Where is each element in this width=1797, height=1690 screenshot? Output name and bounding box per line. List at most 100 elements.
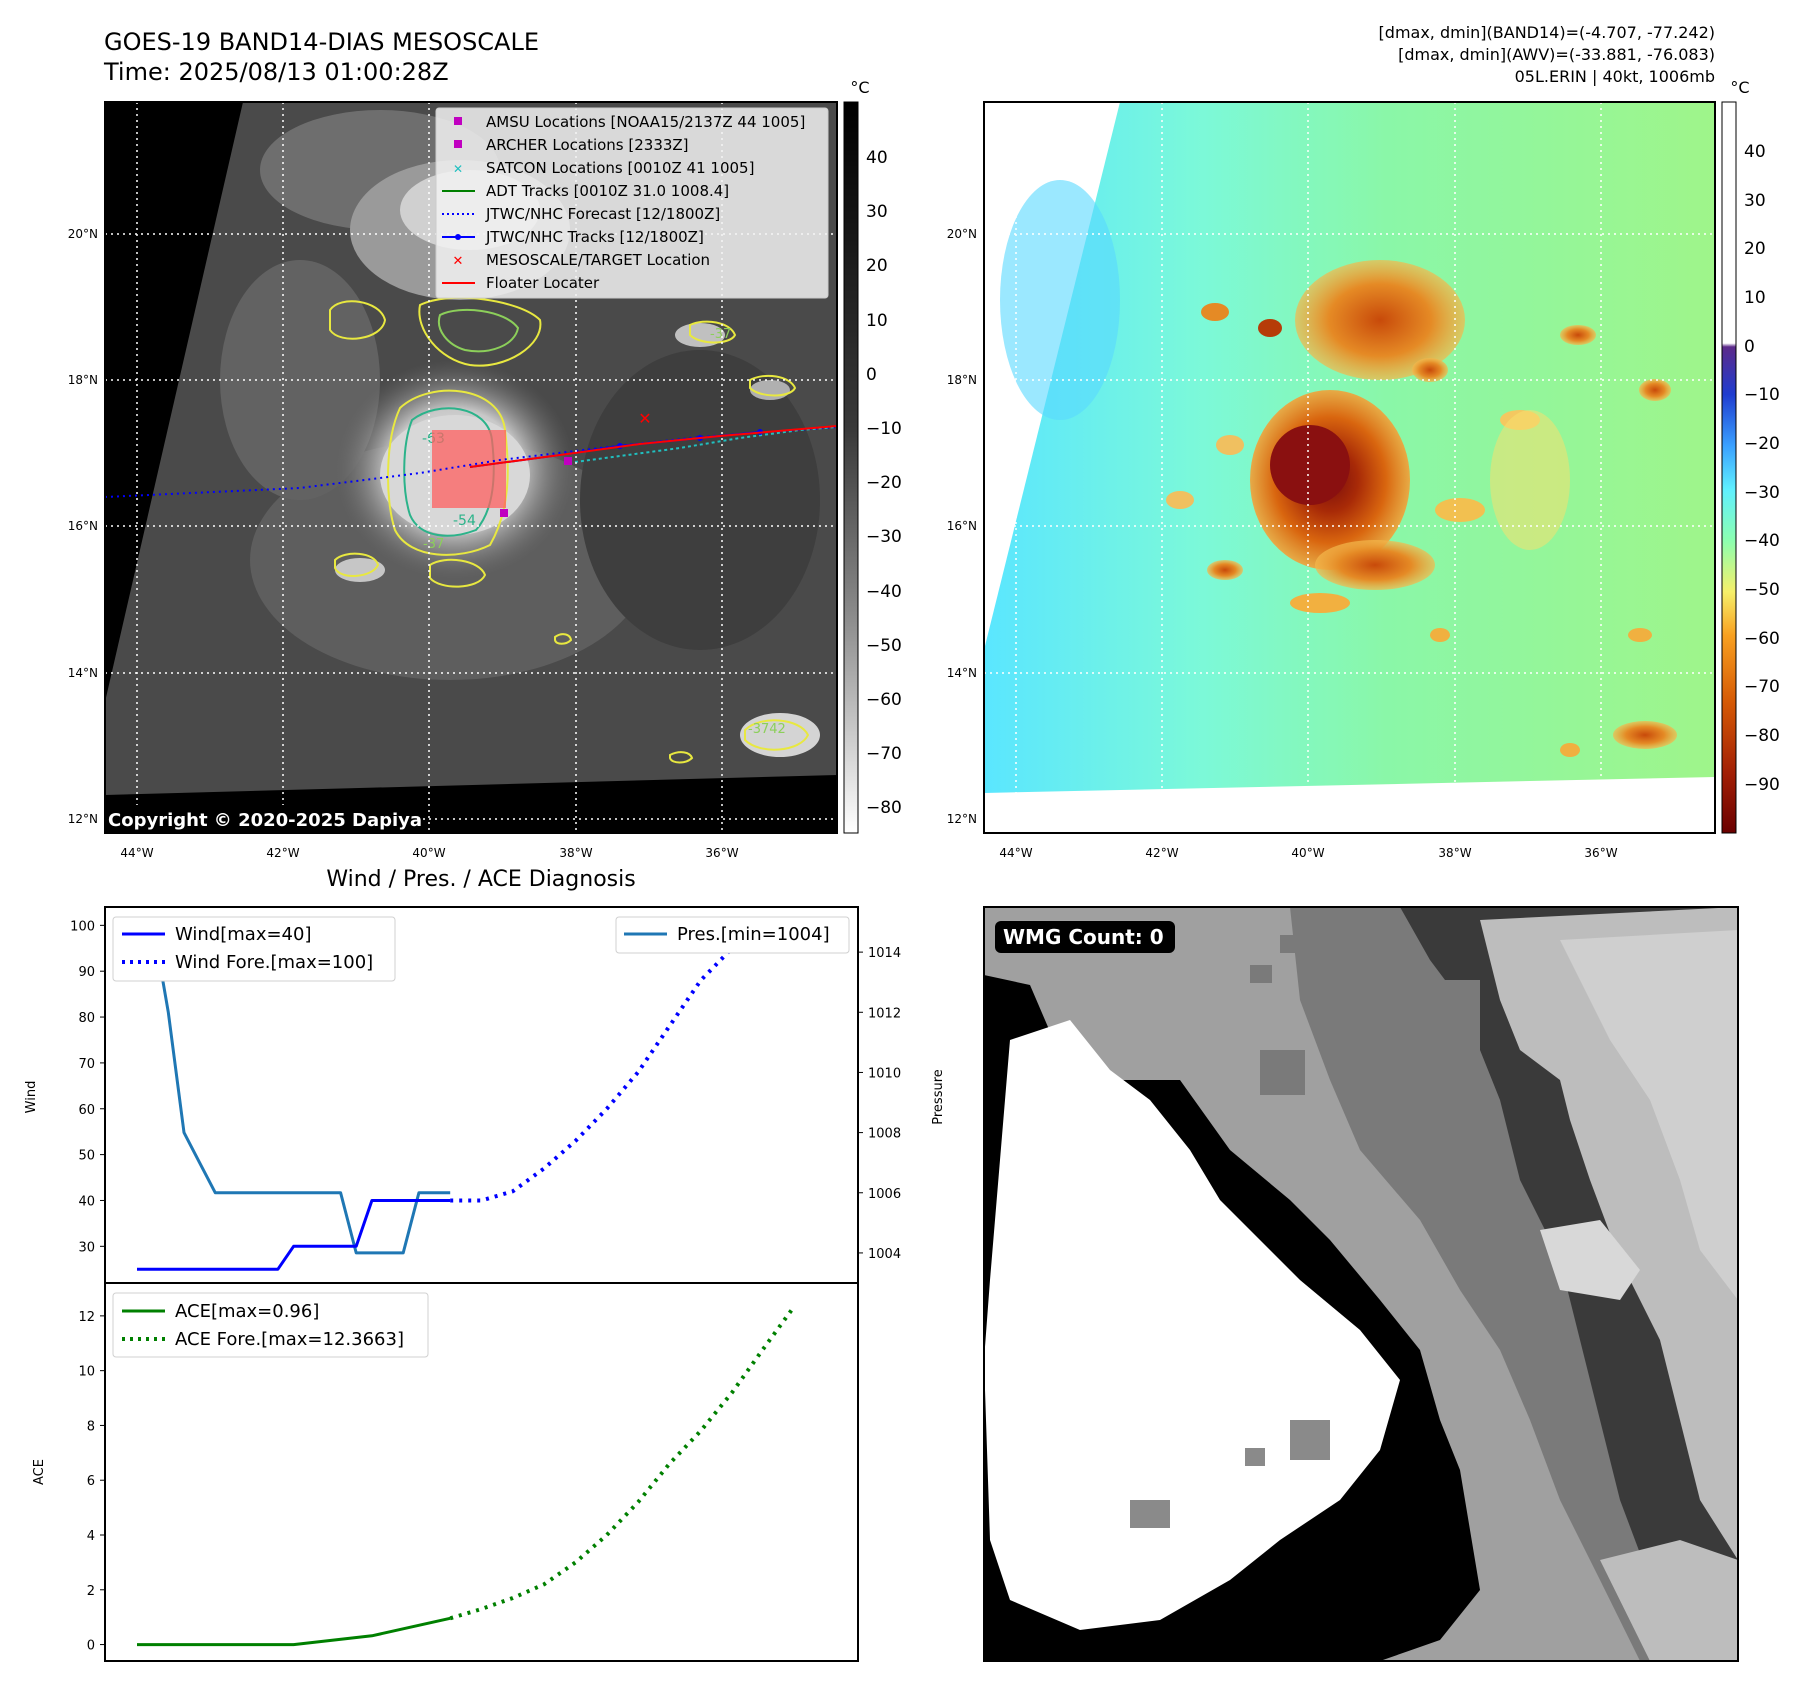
ace-legend: ACE[max=0.96] ACE Fore.[max=12.3663]: [112, 1292, 429, 1358]
lat-axis: 20°N 18°N 16°N 14°N 12°N: [947, 227, 977, 826]
svg-text:−40: −40: [1744, 531, 1780, 551]
square-marker-icon: [454, 117, 462, 125]
svg-text:16°N: 16°N: [68, 519, 98, 533]
svg-text:40: 40: [1744, 142, 1766, 162]
wmg-panel: WMG Count: 0: [983, 906, 1739, 1662]
svg-text:−90: −90: [1744, 775, 1780, 795]
archer-marker: [500, 509, 508, 517]
white-region: [984, 1020, 1400, 1630]
wind-axis-label: Wind: [24, 1081, 39, 1114]
svg-text:−60: −60: [866, 690, 902, 710]
contour-label: -54: [453, 513, 476, 529]
y-tick-label: 1004: [868, 1247, 901, 1262]
wmg-count: WMG Count: 0: [1003, 925, 1164, 949]
svg-text:14°N: 14°N: [947, 666, 977, 680]
y-tick-label: 60: [78, 1103, 95, 1118]
svg-text:10: 10: [1744, 288, 1766, 308]
svg-text:−30: −30: [1744, 483, 1780, 503]
colorbar-ticks: 40 30 20 10 0 −10 −20 −30 −40 −50 −60 −7…: [1744, 142, 1780, 795]
pressure-axis-label: Pressure: [931, 1069, 946, 1125]
pres-legend: Pres.[min=1004]: [615, 916, 850, 954]
ir-colorbar: °C 40 30 20 10 0 −10 −20 −30 −40 −50 −60…: [843, 78, 902, 834]
legend-label: ADT Tracks [0010Z 31.0 1008.4]: [486, 182, 729, 200]
legend-label: JTWC/NHC Tracks [12/1800Z]: [485, 228, 704, 246]
svg-text:Wind Fore.[max=100]: Wind Fore.[max=100]: [175, 952, 373, 973]
y-tick-label: 100: [70, 919, 95, 934]
svg-text:−40: −40: [866, 582, 902, 602]
pressure-line: [137, 920, 451, 1255]
ace-chart: 0 2 4 6 8 10 12 ACE ACE[max=0.96] ACE Fore.[ma…: [32, 1282, 859, 1662]
svg-text:−60: −60: [1744, 629, 1780, 649]
svg-text:44°W: 44°W: [999, 846, 1032, 860]
svg-text:36°W: 36°W: [705, 846, 738, 860]
time-label: Time: 2025/08/13 01:00:28Z: [103, 58, 449, 86]
svg-text:12°N: 12°N: [68, 812, 98, 826]
y-tick-label: 1014: [868, 946, 901, 961]
contour-label: -3742: [748, 722, 786, 737]
amsu-marker: [564, 457, 572, 465]
y-tick-label: 30: [78, 1240, 95, 1255]
svg-text:40°W: 40°W: [1291, 846, 1324, 860]
legend-label: MESOSCALE/TARGET Location: [486, 251, 710, 269]
y-tick-label: 10: [78, 1365, 95, 1380]
svg-text:−80: −80: [1744, 726, 1780, 746]
wind-y-axis: 30 40 50 60 70 80 90 100: [70, 919, 105, 1255]
floater-line: [469, 425, 837, 468]
svg-text:42°W: 42°W: [1145, 846, 1178, 860]
y-tick-label: 50: [78, 1149, 95, 1164]
svg-text:42°W: 42°W: [266, 846, 299, 860]
y-tick-label: 6: [87, 1474, 95, 1489]
ace-line: [137, 1616, 451, 1647]
svg-text:−70: −70: [1744, 677, 1780, 697]
svg-text:20°N: 20°N: [68, 227, 98, 241]
contour-label: -37: [423, 537, 444, 552]
figure-title: GOES-19 BAND14-DIAS MESOSCALE: [104, 28, 539, 56]
svg-text:38°W: 38°W: [559, 846, 592, 860]
map-legend: AMSU Locations [NOAA15/2137Z 44 1005] AR…: [435, 107, 829, 299]
svg-text:36°W: 36°W: [1584, 846, 1617, 860]
svg-text:ACE[max=0.96]: ACE[max=0.96]: [175, 1301, 319, 1322]
band14-range: [dmax, dmin](BAND14)=(-4.707, -77.242): [1379, 23, 1715, 42]
svg-text:10: 10: [866, 311, 888, 331]
copyright: Copyright © 2020-2025 Dapiya: [108, 810, 422, 831]
y-tick-label: 1012: [868, 1006, 901, 1021]
svg-text:30: 30: [866, 202, 888, 222]
svg-text:ACE Fore.[max=12.3663]: ACE Fore.[max=12.3663]: [175, 1329, 404, 1350]
y-tick-label: 12: [78, 1310, 95, 1325]
legend-label: AMSU Locations [NOAA15/2137Z 44 1005]: [486, 113, 805, 131]
svg-text:20°N: 20°N: [947, 227, 977, 241]
ir-map-panel: -63 -54 -37 -37 -3742 ✕: [68, 101, 838, 860]
contour-label: -37: [710, 327, 731, 342]
y-tick-label: 80: [78, 1011, 95, 1026]
svg-text:30: 30: [1744, 191, 1766, 211]
target-marker: ✕: [638, 409, 651, 428]
legend-label: ARCHER Locations [2333Z]: [486, 136, 689, 154]
y-tick-label: 4: [87, 1529, 95, 1544]
y-tick-label: 70: [78, 1057, 95, 1072]
svg-text:16°N: 16°N: [947, 519, 977, 533]
svg-text:18°N: 18°N: [947, 373, 977, 387]
ace-forecast-line: [449, 1304, 797, 1621]
svg-text:38°W: 38°W: [1438, 846, 1471, 860]
storm-info: 05L.ERIN | 40kt, 1006mb: [1515, 67, 1715, 86]
y-tick-label: 1006: [868, 1187, 901, 1202]
y-tick-label: 90: [78, 965, 95, 980]
svg-text:0: 0: [1744, 337, 1755, 357]
y-tick-label: 40: [78, 1194, 95, 1209]
svg-text:Pres.[min=1004]: Pres.[min=1004]: [677, 924, 830, 945]
colorbar-unit: °C: [1730, 78, 1749, 97]
lon-axis: 44°W 42°W 40°W 38°W 36°W: [120, 846, 738, 860]
svg-text:−80: −80: [866, 798, 902, 818]
awv-colorbar: °C 40 30 20 10 0 −10 −20 −30 −40 −50 −60…: [1721, 78, 1780, 834]
svg-text:20: 20: [866, 256, 888, 276]
svg-text:−20: −20: [866, 473, 902, 493]
svg-text:−50: −50: [866, 636, 902, 656]
svg-text:44°W: 44°W: [120, 846, 153, 860]
svg-text:−30: −30: [866, 527, 902, 547]
y-tick-label: 2: [87, 1584, 95, 1599]
legend-label: JTWC/NHC Forecast [12/1800Z]: [485, 205, 720, 223]
target-box: [432, 430, 506, 508]
svg-text:0: 0: [866, 365, 877, 385]
